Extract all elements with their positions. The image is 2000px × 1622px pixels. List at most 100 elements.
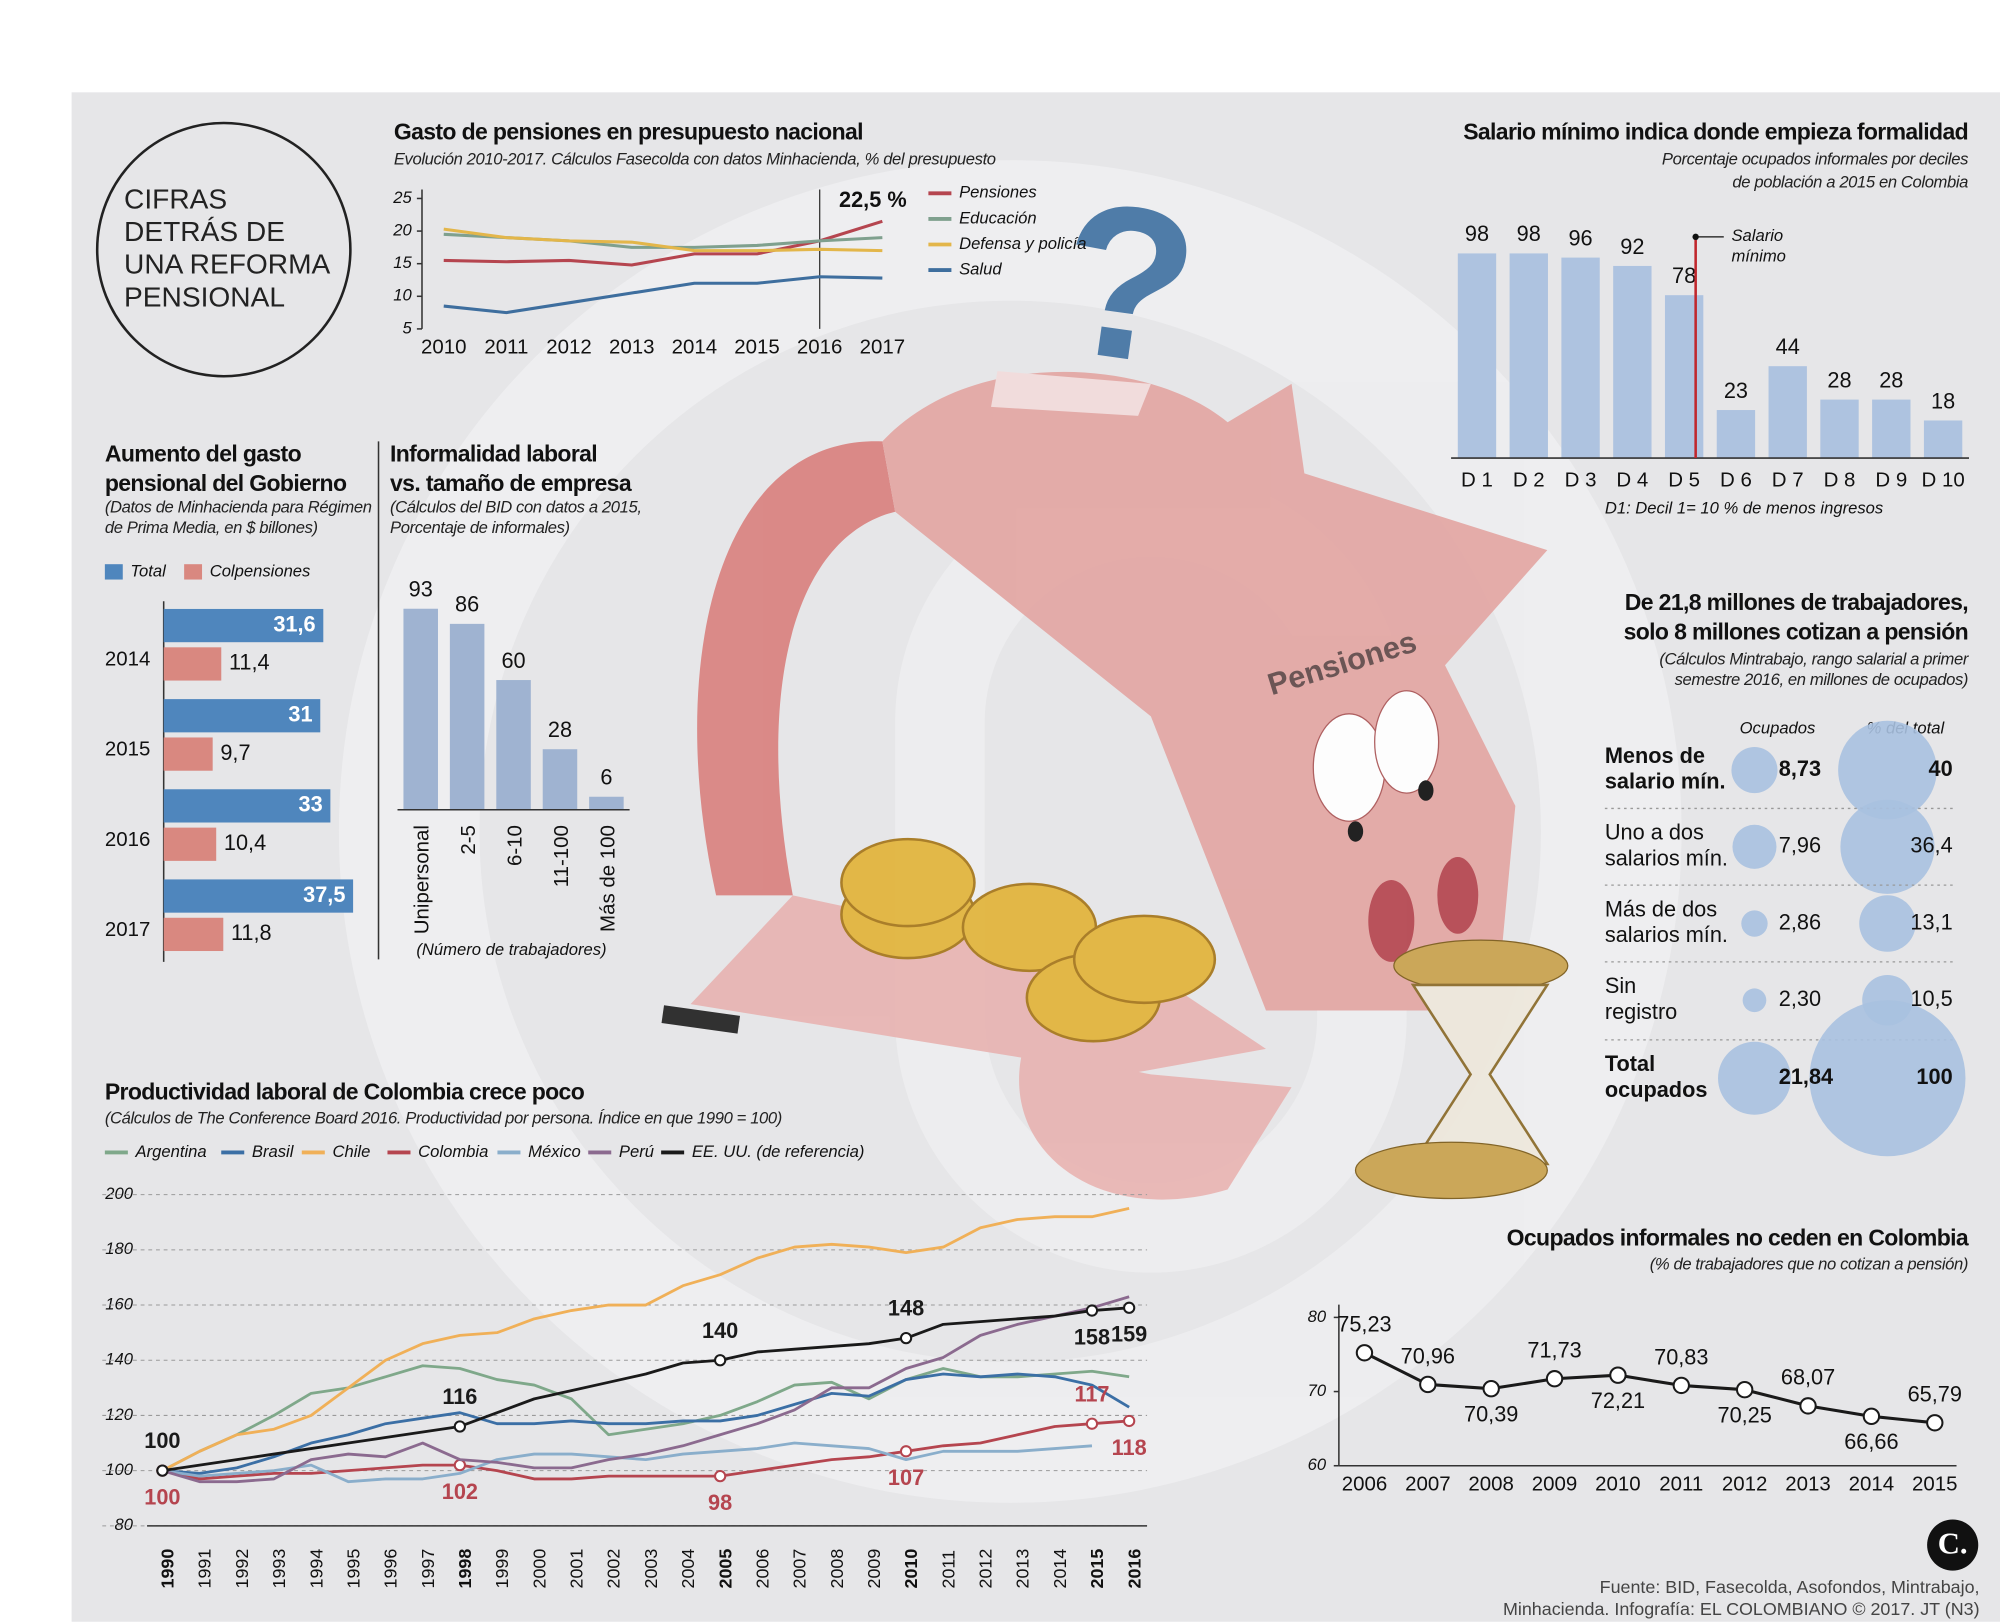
series-line <box>161 1364 1130 1472</box>
data-label: 36,4 <box>1910 833 1952 858</box>
data-label: 70,39 <box>1464 1401 1518 1426</box>
chart-title: solo 8 millones cotizan a pensión <box>1624 618 1968 644</box>
x-tick-label: 2010 <box>1595 1472 1641 1495</box>
x-tick-label: D 3 <box>1565 468 1597 491</box>
x-tick-label: 2010 <box>421 335 467 358</box>
bar <box>1613 265 1652 459</box>
bar <box>589 796 624 810</box>
x-tick-label: Más de 100 <box>596 825 619 932</box>
data-label: 96 <box>1568 225 1592 250</box>
data-label: 23 <box>1724 378 1748 403</box>
series-line <box>162 1306 1130 1473</box>
data-point <box>1609 1366 1627 1384</box>
x-tick-label: D 6 <box>1720 468 1752 491</box>
x-tick-label: 2012 <box>1722 1472 1768 1495</box>
chart-subtitle: (Cálculos del BID con datos a 2015, <box>390 497 642 516</box>
source-note: Minhacienda. Infografía: EL COLOMBIANO ©… <box>1503 1599 1980 1619</box>
row-label: Total <box>1605 1051 1655 1076</box>
data-label: 70,96 <box>1401 1343 1455 1368</box>
x-tick-label: 2008 <box>1468 1472 1514 1495</box>
x-tick-label: 1994 <box>306 1549 326 1589</box>
x-tick-label: 2005 <box>715 1549 735 1589</box>
x-tick-label: 2016 <box>1124 1549 1144 1589</box>
data-label: 31 <box>288 701 312 726</box>
data-point <box>899 1445 913 1458</box>
y-tick-label: 160 <box>105 1294 133 1313</box>
data-label: 68,07 <box>1781 1365 1835 1390</box>
data-label: 11,4 <box>229 650 270 675</box>
data-label: 116 <box>442 1384 477 1409</box>
y-tick-label: 140 <box>105 1350 133 1369</box>
data-point <box>714 1470 727 1483</box>
x-tick-label: 2015 <box>1087 1549 1107 1589</box>
x-tick-label: 1999 <box>492 1549 512 1589</box>
x-tick-label: 11-100 <box>550 825 573 887</box>
row-label: salario mín. <box>1605 769 1726 794</box>
x-tick-label: 2014 <box>1050 1549 1070 1589</box>
data-label: 93 <box>409 577 433 602</box>
data-label: 100 <box>144 1485 180 1510</box>
x-tick-label: 2015 <box>1912 1472 1958 1495</box>
data-point <box>1419 1375 1437 1394</box>
y-tick-label: 15 <box>393 253 412 272</box>
logo-circle <box>1927 1519 1979 1571</box>
data-label: 158 <box>1074 1324 1110 1349</box>
category-label: 2017 <box>105 918 151 941</box>
bar <box>163 608 324 643</box>
x-tick-label: 2016 <box>797 335 843 358</box>
series-line <box>1363 1351 1935 1425</box>
data-label: 118 <box>1112 1435 1147 1460</box>
y-tick-label: 80 <box>115 1515 134 1534</box>
chart-title: Informalidad laboral <box>390 441 597 467</box>
x-tick-label: 2013 <box>1013 1549 1033 1589</box>
data-label: 66,66 <box>1844 1429 1898 1454</box>
bar <box>163 827 217 861</box>
y-tick-label: 25 <box>392 188 412 207</box>
legend-label: Colpensiones <box>210 561 311 580</box>
y-tick-label: 100 <box>105 1460 133 1479</box>
chart-subtitle: semestre 2016, en millones de ocupados) <box>1675 670 1968 689</box>
y-tick-label: 120 <box>105 1405 133 1424</box>
data-label: 70,83 <box>1654 1344 1708 1369</box>
x-tick-label: 2006 <box>1342 1472 1388 1495</box>
row-label: registro <box>1605 999 1677 1024</box>
data-label: 28 <box>548 717 572 742</box>
x-tick-label: D 1 <box>1461 468 1493 491</box>
x-tick-label: 2011 <box>938 1550 958 1589</box>
x-tick-label: 2014 <box>1849 1472 1895 1495</box>
x-tick-label: 2011 <box>1659 1472 1703 1495</box>
pig-eye <box>1374 690 1440 794</box>
pig-pupil <box>1347 821 1364 842</box>
bar <box>163 737 213 771</box>
pig-nostril <box>1368 880 1415 962</box>
legend-label: Perú <box>619 1142 654 1161</box>
legend-label: Salud <box>959 259 1002 278</box>
bar <box>1457 253 1497 459</box>
row-label: Menos de <box>1605 743 1705 768</box>
chart-subtitle: (% de trabajadores que no cotizan a pens… <box>1650 1254 1968 1273</box>
series-line <box>162 1295 1130 1484</box>
bubble <box>1859 895 1916 952</box>
x-tick-label: D 7 <box>1772 468 1804 491</box>
data-label: 28 <box>1879 367 1903 392</box>
bar <box>1716 410 1756 459</box>
x-tick-label: 2000 <box>529 1549 549 1589</box>
data-label: 37,5 <box>303 882 345 907</box>
x-tick-label: 2004 <box>678 1549 698 1589</box>
legend-label: EE. UU. (de referencia) <box>692 1142 865 1161</box>
data-point <box>1799 1397 1817 1415</box>
coin <box>1072 914 1217 1005</box>
column-header: Ocupados <box>1740 719 1816 738</box>
pig-foot <box>661 1005 741 1034</box>
bubble <box>1741 910 1768 937</box>
chart-title: Productividad laboral de Colombia crece … <box>105 1079 585 1105</box>
data-label: 7,96 <box>1779 833 1821 858</box>
x-tick-label: 1996 <box>381 1549 401 1589</box>
x-tick-label: 2002 <box>604 1549 624 1589</box>
data-point <box>1355 1344 1374 1362</box>
logo: C. <box>1938 1526 1968 1560</box>
x-tick-label: 2013 <box>609 335 655 358</box>
x-tick-label: 2009 <box>1532 1472 1578 1495</box>
chart-title: De 21,8 millones de trabajadores, <box>1625 589 1968 615</box>
